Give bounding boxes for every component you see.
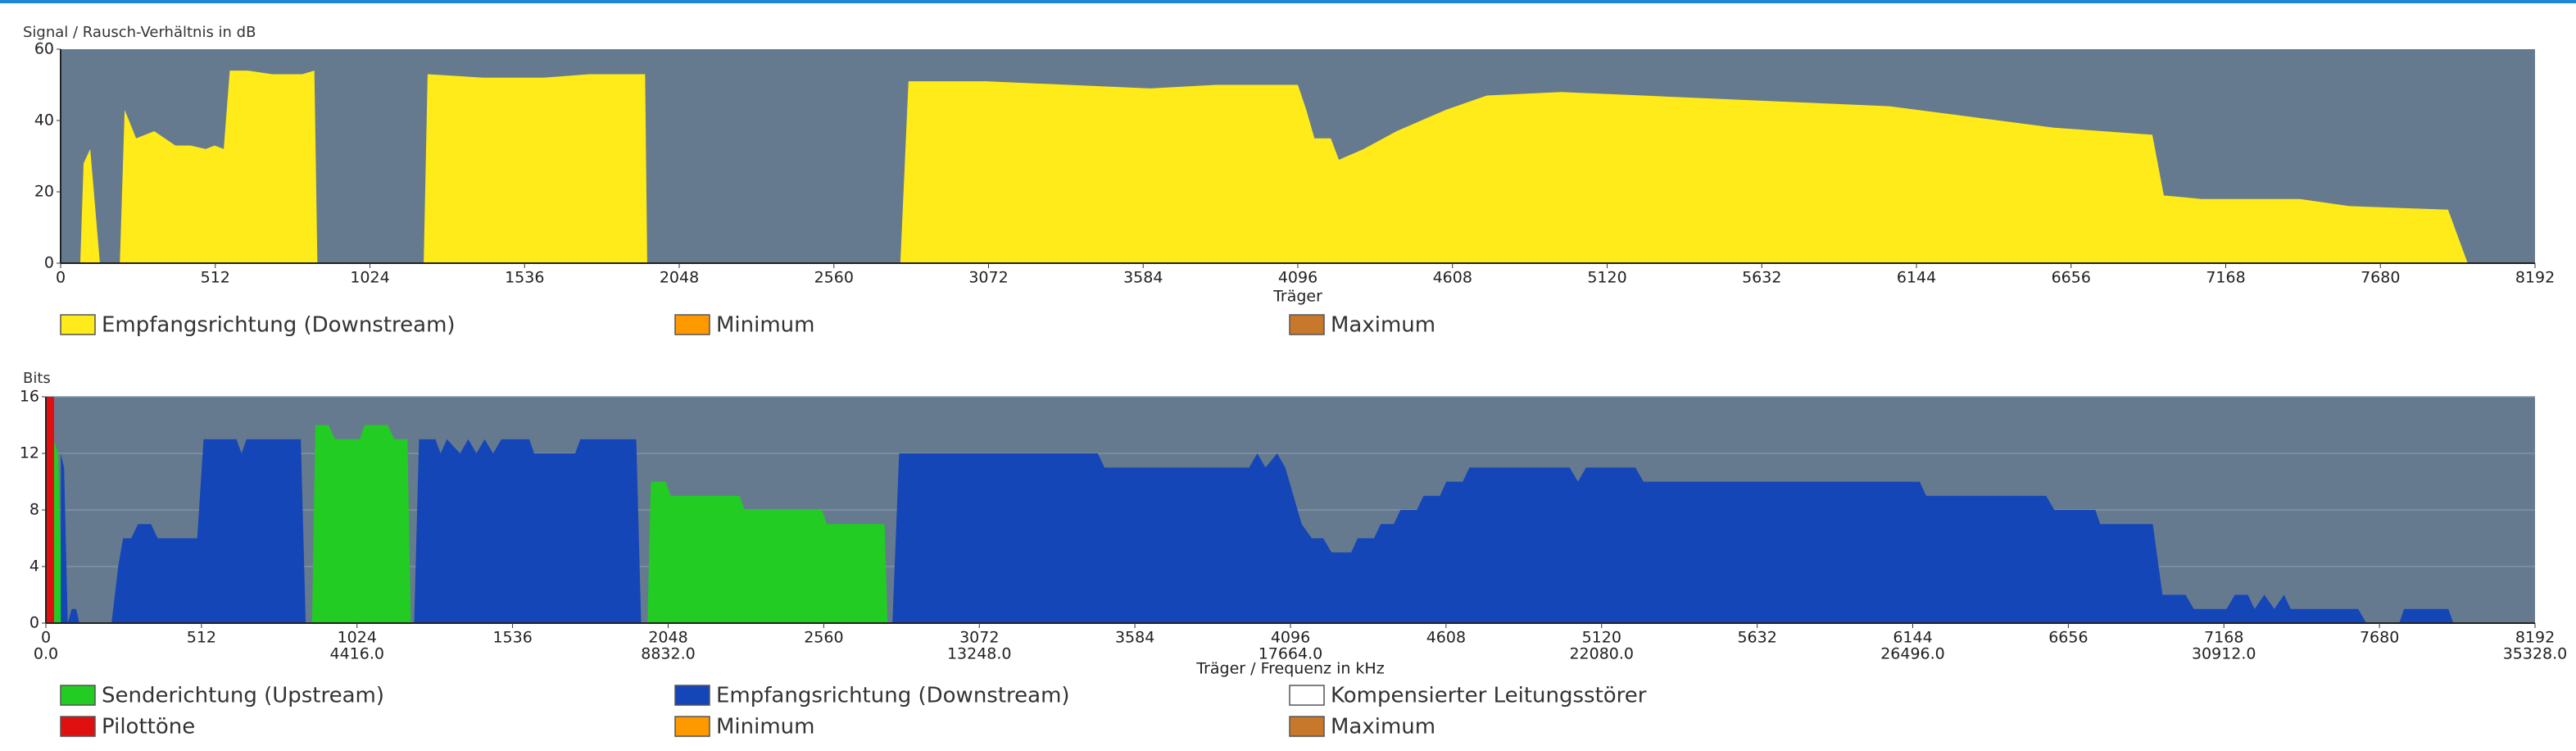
y-tick-label: 12	[20, 444, 39, 462]
y-tick-label: 0	[29, 614, 39, 632]
freq-tick-label: 30912.0	[2192, 645, 2256, 663]
x-axis-title: Träger / Frequenz in kHz	[1195, 660, 1384, 678]
y-tick-label: 4	[29, 558, 39, 576]
legend-label: Empfangsrichtung (Downstream)	[716, 684, 1070, 708]
data-area	[48, 425, 888, 623]
x-tick-label: 3072	[959, 629, 999, 647]
x-tick-label: 4096	[1271, 629, 1310, 647]
legend-swatch	[1289, 716, 1325, 737]
legend-swatch	[60, 685, 96, 706]
x-tick-label: 3072	[968, 269, 1008, 287]
legend-label: Maximum	[1331, 313, 1435, 338]
axis-title: Signal / Rausch-Verhältnis in dB	[23, 24, 256, 41]
legend-label: Minimum	[716, 715, 815, 740]
legend-label: Empfangsrichtung (Downstream)	[102, 313, 456, 338]
x-tick-label: 7680	[2361, 269, 2400, 287]
x-tick-label: 1024	[350, 269, 389, 287]
legend-swatch	[60, 716, 96, 737]
freq-tick-label: 0.0	[34, 645, 58, 663]
x-tick-label: 512	[187, 629, 216, 647]
legend-label: Pilottöne	[102, 715, 195, 740]
x-tick-label: 2560	[804, 629, 843, 647]
freq-tick-label: 4416.0	[330, 645, 384, 663]
legend-swatch	[674, 716, 710, 737]
freq-tick-label: 13248.0	[947, 645, 1012, 663]
x-tick-label: 7168	[2204, 629, 2243, 647]
x-tick-label: 0	[41, 629, 51, 647]
freq-tick-label: 26496.0	[1880, 645, 1945, 663]
legend-swatch	[1289, 314, 1325, 335]
x-tick-label: 5120	[1582, 629, 1621, 647]
freq-tick-label: 17664.0	[1259, 645, 1323, 663]
x-tick-label: 2560	[814, 269, 854, 287]
legend-swatch	[674, 685, 710, 706]
x-tick-label: 6144	[1897, 269, 1936, 287]
x-tick-label: 4096	[1278, 269, 1317, 287]
freq-tick-label: 22080.0	[1569, 645, 1634, 663]
y-tick-label: 8	[29, 501, 39, 519]
x-tick-label: 2048	[648, 629, 687, 647]
x-tick-label: 1536	[505, 269, 544, 287]
x-axis-title: Träger	[1272, 288, 1322, 306]
x-tick-label: 7680	[2360, 629, 2399, 647]
x-tick-label: 5632	[1737, 629, 1776, 647]
x-tick-label: 5120	[1587, 269, 1626, 287]
y-tick-label: 16	[20, 388, 39, 406]
y-tick-label: 40	[34, 112, 54, 130]
x-tick-label: 4608	[1426, 629, 1466, 647]
legend-label: Kompensierter Leitungsstörer	[1331, 684, 1647, 708]
data-area	[79, 71, 2468, 263]
x-tick-label: 512	[201, 269, 230, 287]
x-tick-label: 3584	[1115, 629, 1154, 647]
legend-swatch	[60, 314, 96, 335]
x-tick-label: 2048	[660, 269, 699, 287]
x-tick-label: 1536	[492, 629, 532, 647]
data-area	[46, 397, 55, 623]
x-tick-label: 4608	[1433, 269, 1472, 287]
freq-tick-label: 8832.0	[641, 645, 695, 663]
top-bar	[0, 0, 2576, 3]
x-tick-label: 0	[56, 269, 66, 287]
x-tick-label: 8192	[2515, 629, 2555, 647]
x-tick-label: 7168	[2206, 269, 2245, 287]
x-tick-label: 6144	[1893, 629, 1932, 647]
y-tick-label: 20	[34, 183, 54, 201]
freq-tick-label: 35328.0	[2503, 645, 2568, 663]
x-tick-label: 6656	[2048, 629, 2088, 647]
data-area	[61, 439, 2454, 623]
legend-label: Senderichtung (Upstream)	[102, 684, 384, 708]
y-tick-label: 60	[34, 40, 54, 58]
x-tick-label: 6656	[2052, 269, 2091, 287]
legend-swatch	[674, 314, 710, 335]
x-tick-label: 3584	[1123, 269, 1163, 287]
legend-label: Minimum	[716, 313, 815, 338]
x-tick-label: 8192	[2515, 269, 2555, 287]
y-tick-label: 0	[44, 254, 54, 272]
axis-title: Bits	[23, 370, 51, 387]
legend-label: Maximum	[1331, 715, 1435, 740]
legend-swatch	[1289, 685, 1325, 706]
x-tick-label: 1024	[338, 629, 377, 647]
x-tick-label: 5632	[1742, 269, 1781, 287]
